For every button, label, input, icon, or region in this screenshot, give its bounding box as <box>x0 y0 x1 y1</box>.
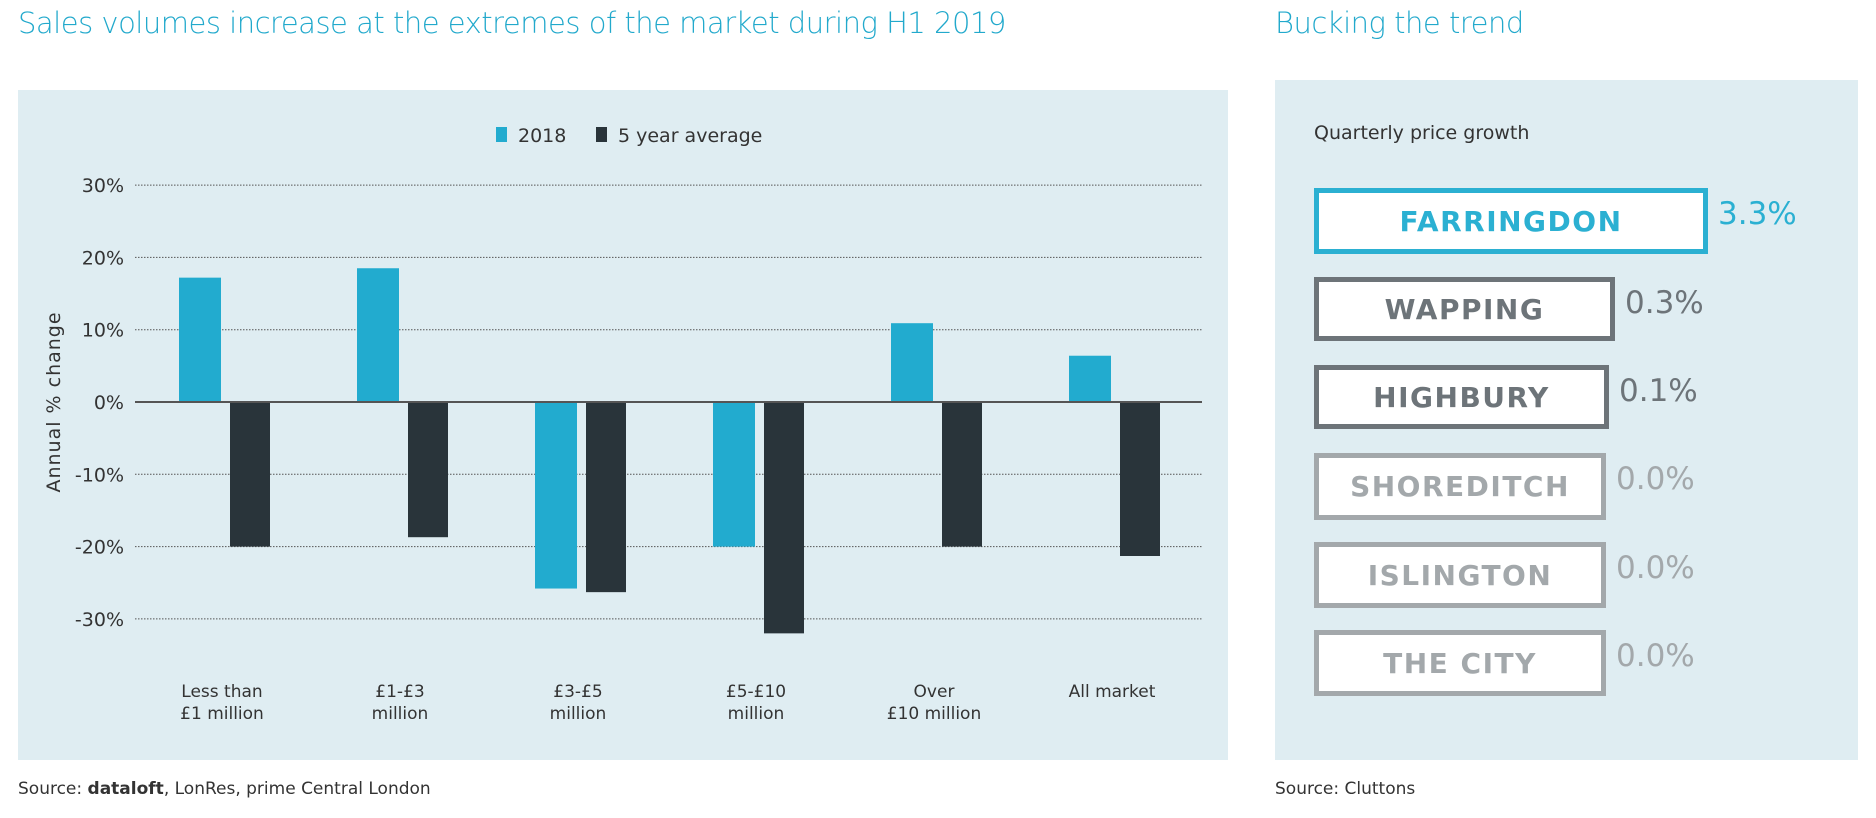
legend-label: 5 year average <box>618 125 762 147</box>
x-tick-label: £1 million <box>180 704 264 724</box>
growth-value: 0.0% <box>1616 638 1695 674</box>
location-box: HIGHBURY <box>1314 365 1609 429</box>
y-tick-label: 30% <box>82 175 124 197</box>
location-box: ISLINGTON <box>1314 542 1606 608</box>
bar-5-year-average <box>408 402 448 538</box>
location-box: WAPPING <box>1314 277 1615 341</box>
location-box: SHOREDITCH <box>1314 453 1606 520</box>
x-tick-label: million <box>550 704 607 724</box>
bar-2018 <box>357 268 399 402</box>
x-tick-label: £5-£10 <box>726 682 786 702</box>
bar-5-year-average <box>764 402 804 634</box>
panel-subtitle: Quarterly price growth <box>1314 122 1530 144</box>
source-prefix: Source: <box>18 779 88 799</box>
growth-value: 0.0% <box>1616 550 1695 586</box>
location-box: THE CITY <box>1314 630 1606 696</box>
growth-value: 0.0% <box>1616 461 1695 497</box>
x-tick-label: Over <box>914 682 955 702</box>
panel-title: Bucking the trend <box>1275 6 1524 40</box>
x-tick-label: £3-£5 <box>553 682 602 702</box>
growth-value: 3.3% <box>1718 196 1797 232</box>
bar-2018 <box>891 323 933 402</box>
bar-5-year-average <box>1120 402 1160 556</box>
growth-value: 0.1% <box>1619 373 1698 409</box>
x-tick-label: £10 million <box>887 704 981 724</box>
panel-source: Source: Cluttons <box>1275 779 1416 799</box>
legend-label: 2018 <box>518 125 566 147</box>
y-tick-label: -30% <box>75 609 124 631</box>
bar-5-year-average <box>586 402 626 593</box>
x-tick-label: million <box>372 704 429 724</box>
legend-swatch-5-year-average <box>596 127 607 142</box>
x-tick-label: million <box>728 704 785 724</box>
legend-swatch-2018 <box>496 127 507 142</box>
growth-value: 0.3% <box>1625 285 1704 321</box>
y-tick-label: 0% <box>94 392 124 414</box>
x-tick-label: £1-£3 <box>375 682 424 702</box>
y-tick-label: 20% <box>82 247 124 269</box>
x-tick-label: All market <box>1069 682 1156 702</box>
location-box: FARRINGDON <box>1314 188 1708 254</box>
chart-title: Sales volumes increase at the extremes o… <box>18 6 1006 40</box>
chart-source: Source: dataloft, LonRes, prime Central … <box>18 779 431 799</box>
source-rest: , LonRes, prime Central London <box>163 779 431 799</box>
source-brand: dataloft <box>87 779 164 799</box>
y-axis-label: Annual % change <box>43 311 65 492</box>
x-tick-label: Less than <box>181 682 262 702</box>
bar-2018 <box>1069 355 1111 402</box>
bar-5-year-average <box>230 402 270 547</box>
y-tick-label: -10% <box>75 464 124 486</box>
y-tick-label: -20% <box>75 537 124 559</box>
bar-2018 <box>535 402 577 589</box>
bar-5-year-average <box>942 402 982 547</box>
bar-2018 <box>179 277 221 402</box>
y-tick-label: 10% <box>82 320 124 342</box>
bar-2018 <box>713 402 755 547</box>
